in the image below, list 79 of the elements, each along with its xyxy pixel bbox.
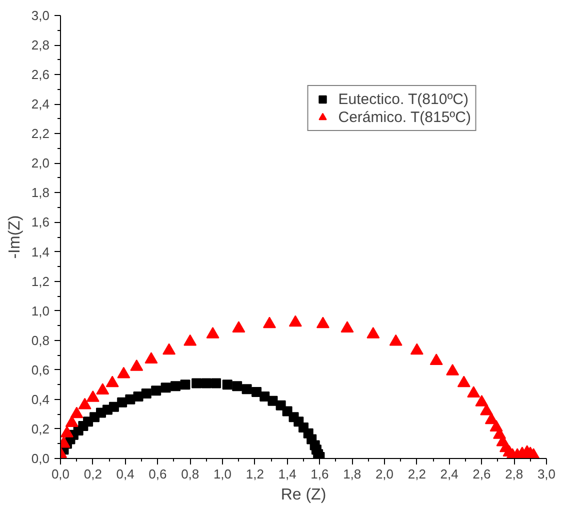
y-axis-title: -Im(Z) (6, 215, 24, 259)
point (206, 327, 220, 338)
x-tick-label: 0,4 (116, 466, 134, 482)
point (65, 416, 78, 428)
y-tick-label: 0,8 (31, 332, 50, 348)
y-tick-label: 1,4 (31, 244, 50, 260)
point (180, 380, 190, 390)
x-axis-title: Re (Z) (280, 486, 326, 504)
point (316, 316, 330, 328)
point (222, 380, 232, 390)
point (480, 404, 494, 416)
point (117, 366, 130, 378)
x-tick-label: 2,8 (505, 466, 524, 482)
y-tick-label: 0,0 (31, 451, 50, 466)
point (70, 406, 84, 418)
x-tick-label: 1,2 (246, 466, 264, 482)
point (60, 426, 74, 438)
x-tick-label: 1,4 (278, 466, 296, 482)
x-tick-label: 0,6 (148, 466, 167, 482)
y-tick-label: 3,0 (31, 8, 50, 23)
point (201, 378, 212, 388)
x-tick-label: 2,2 (408, 466, 426, 482)
point (86, 390, 100, 402)
y-tick-label: 2,4 (31, 96, 50, 112)
y-tick-label: 1,6 (31, 214, 50, 230)
y-tick-label: 0,2 (31, 421, 50, 436)
legend-label: Cerámico. T(815ºC) (338, 108, 471, 126)
y-tick-label: 2,0 (31, 156, 50, 171)
point (242, 384, 252, 394)
point (446, 364, 460, 376)
x-tick-label: 1,6 (310, 466, 329, 482)
point (457, 376, 470, 388)
point (192, 378, 202, 388)
point (410, 343, 424, 355)
point (288, 315, 302, 327)
point (340, 321, 354, 333)
x-tick-label: 3,0 (537, 466, 556, 482)
point (475, 394, 488, 406)
point (151, 386, 162, 396)
y-tick-label: 1,2 (31, 274, 50, 289)
x-tick-label: 1,8 (343, 466, 362, 482)
point (96, 383, 110, 395)
point (170, 381, 181, 392)
point (130, 360, 144, 371)
point (108, 402, 119, 412)
point (366, 327, 380, 338)
x-tick-label: 0,8 (181, 466, 200, 482)
y-tick-label: 0,4 (31, 392, 50, 407)
point (144, 352, 158, 364)
point (106, 376, 119, 388)
point (467, 386, 480, 398)
point (260, 391, 270, 402)
point (262, 316, 276, 328)
x-tick-label: 0,2 (84, 466, 102, 482)
x-tick-label: 1,0 (213, 466, 232, 482)
point (162, 343, 176, 355)
x-tick-label: 2,6 (472, 466, 491, 482)
y-tick-label: 1,8 (31, 185, 50, 200)
point (160, 382, 171, 393)
x-tick-label: 2,0 (375, 466, 394, 482)
y-tick-label: 2,6 (31, 67, 50, 82)
legend-label: Eutectico. T(810ºC) (338, 90, 469, 108)
point (141, 388, 152, 399)
point (430, 354, 443, 366)
y-tick-label: 2,8 (31, 38, 50, 53)
y-tick-label: 1,0 (31, 303, 50, 318)
point (211, 378, 222, 388)
point (252, 387, 262, 398)
point (268, 396, 278, 406)
point (184, 334, 197, 346)
y-tick-label: 0,6 (31, 362, 50, 378)
y-tick-label: 2,2 (31, 126, 50, 142)
point (232, 381, 242, 392)
point (389, 334, 402, 346)
point (125, 394, 136, 404)
x-tick-label: 2,4 (440, 466, 458, 482)
point (78, 398, 92, 410)
point (232, 321, 246, 333)
x-tick-label: 0,0 (51, 466, 70, 482)
